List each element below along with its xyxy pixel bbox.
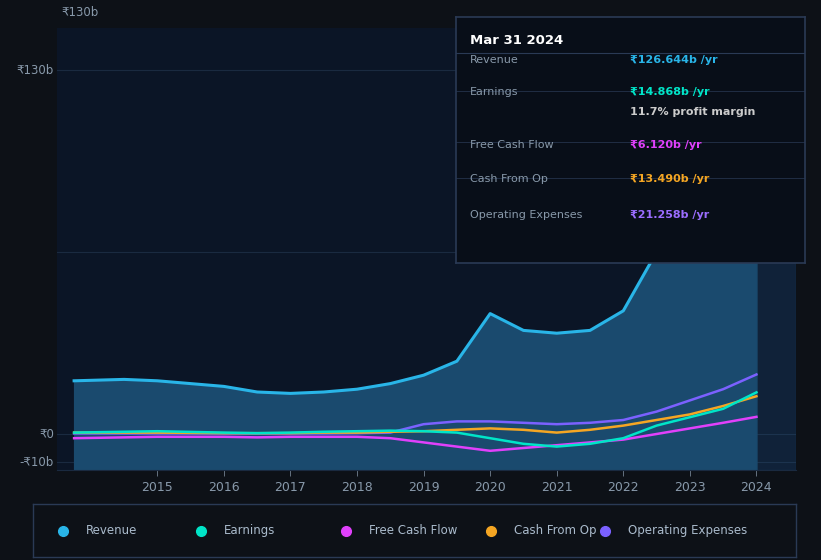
Text: Operating Expenses: Operating Expenses: [470, 210, 582, 220]
Text: 11.7% profit margin: 11.7% profit margin: [631, 107, 755, 116]
Text: Earnings: Earnings: [470, 87, 518, 97]
Text: Mar 31 2024: Mar 31 2024: [470, 34, 563, 47]
Text: ₹21.258b /yr: ₹21.258b /yr: [631, 210, 709, 220]
Text: -₹10b: -₹10b: [20, 455, 54, 469]
Text: ₹130b: ₹130b: [62, 6, 99, 19]
Text: Operating Expenses: Operating Expenses: [628, 524, 748, 537]
Text: Cash From Op: Cash From Op: [470, 175, 548, 184]
Text: ₹130b: ₹130b: [16, 63, 54, 77]
Text: Cash From Op: Cash From Op: [514, 524, 596, 537]
Text: ₹0: ₹0: [39, 427, 54, 441]
Text: Revenue: Revenue: [470, 55, 518, 65]
Text: ₹126.644b /yr: ₹126.644b /yr: [631, 55, 718, 65]
Text: ₹14.868b /yr: ₹14.868b /yr: [631, 87, 709, 97]
Text: Free Cash Flow: Free Cash Flow: [470, 140, 553, 150]
Text: ₹13.490b /yr: ₹13.490b /yr: [631, 175, 709, 184]
Text: Revenue: Revenue: [86, 524, 138, 537]
Bar: [707, 28, 796, 470]
Text: Earnings: Earnings: [224, 524, 275, 537]
Text: Free Cash Flow: Free Cash Flow: [369, 524, 457, 537]
Text: ₹6.120b /yr: ₹6.120b /yr: [631, 140, 702, 150]
